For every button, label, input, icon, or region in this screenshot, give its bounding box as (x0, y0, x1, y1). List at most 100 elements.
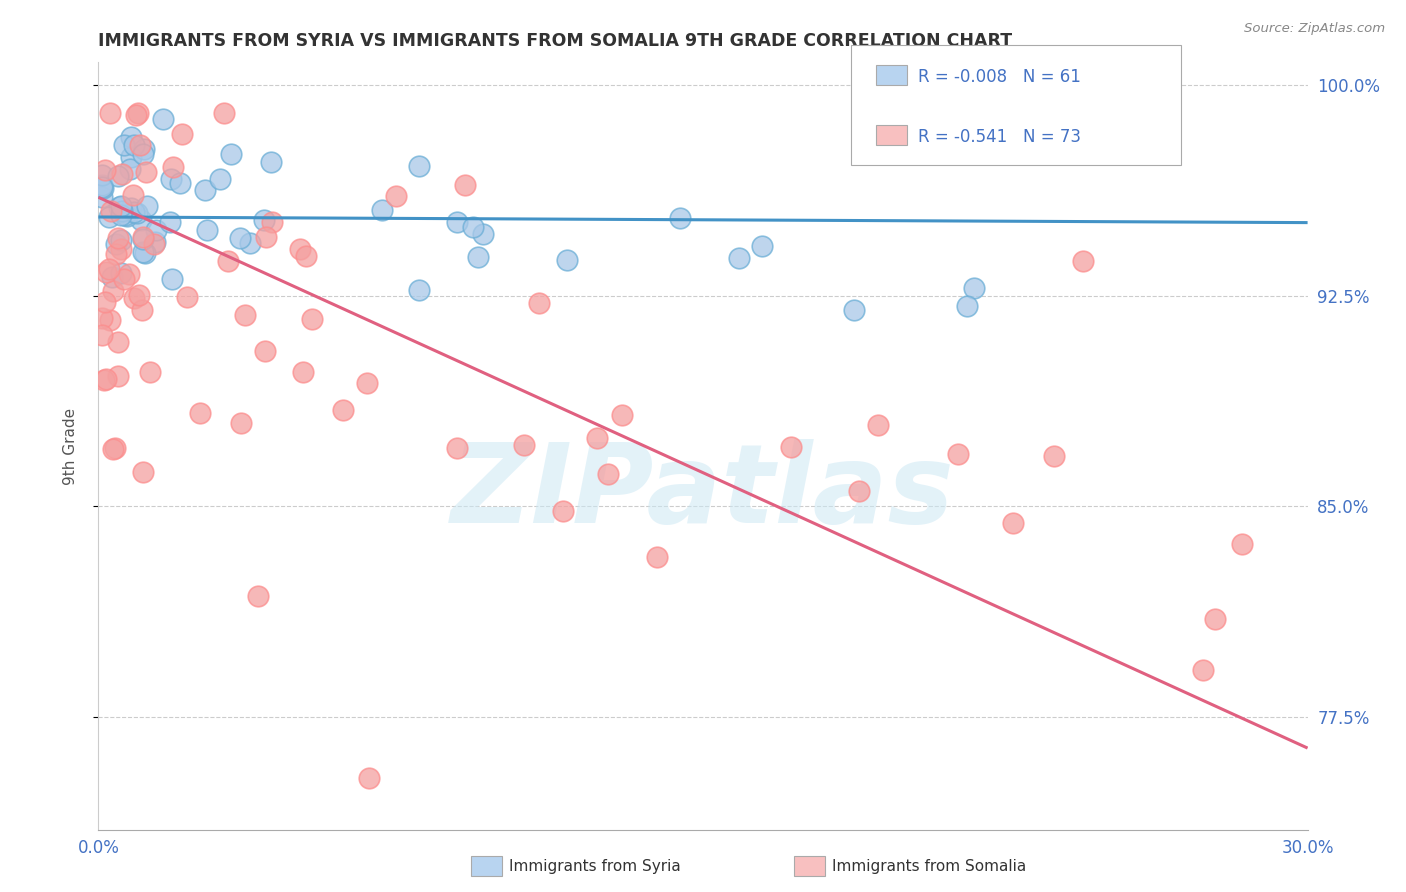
Point (233, 308, 256, 322)
Point (842, 302, 865, 317)
Point (848, 483, 870, 498)
Point (98, 106, 121, 120)
Point (408, 159, 430, 173)
Point (446, 215, 468, 229)
Point (107, 169, 129, 184)
Point (143, 236, 166, 251)
Point (176, 290, 198, 304)
Point (1232, 537, 1254, 551)
Point (97, 210, 120, 224)
Text: ZIPatlas: ZIPatlas (451, 439, 955, 546)
Point (291, 364, 314, 378)
Point (110, 208, 132, 222)
Text: Immigrants from Syria: Immigrants from Syria (509, 859, 681, 873)
Point (125, 108, 148, 122)
Point (159, 214, 181, 228)
Point (159, 172, 181, 186)
Point (131, 232, 153, 246)
Point (253, 213, 276, 227)
Point (194, 183, 217, 197)
Point (467, 250, 489, 264)
Point (217, 254, 239, 268)
Point (513, 438, 536, 452)
Point (152, 112, 174, 126)
Point (107, 231, 129, 245)
Point (97, 262, 120, 277)
Point (555, 252, 578, 267)
Point (136, 199, 159, 213)
Text: Source: ZipAtlas.com: Source: ZipAtlas.com (1244, 22, 1385, 36)
Point (172, 127, 194, 141)
Point (385, 189, 408, 203)
Point (134, 245, 156, 260)
Point (160, 272, 183, 286)
Point (145, 223, 167, 237)
Point (124, 205, 146, 219)
Point (219, 147, 242, 161)
Point (1071, 254, 1094, 268)
Point (169, 177, 191, 191)
Point (112, 271, 135, 285)
Point (122, 291, 145, 305)
Point (1043, 450, 1066, 464)
Point (669, 211, 692, 226)
Point (115, 209, 138, 223)
Point (645, 549, 668, 564)
Point (129, 212, 152, 227)
Point (1204, 612, 1226, 626)
Point (94, 265, 117, 279)
Text: R = -0.008   N = 61: R = -0.008 N = 61 (918, 68, 1081, 86)
Point (332, 402, 354, 417)
Point (290, 242, 312, 256)
Point (208, 172, 231, 186)
Point (260, 155, 283, 169)
Point (127, 106, 149, 120)
Point (471, 227, 494, 241)
Point (453, 178, 475, 193)
Point (128, 138, 150, 153)
Point (91, 178, 114, 192)
Point (295, 249, 318, 263)
Point (110, 233, 132, 247)
Point (110, 243, 132, 257)
Point (780, 440, 803, 454)
Point (118, 161, 141, 176)
Point (751, 238, 773, 252)
Point (91, 168, 114, 182)
Point (527, 296, 550, 310)
Point (131, 229, 153, 244)
Point (111, 167, 134, 181)
Point (231, 416, 253, 430)
Point (138, 365, 160, 379)
Point (132, 142, 155, 156)
Point (110, 266, 132, 280)
Point (91, 179, 114, 194)
Point (586, 431, 609, 445)
Text: IMMIGRANTS FROM SYRIA VS IMMIGRANTS FROM SOMALIA 9TH GRADE CORRELATION CHART: IMMIGRANTS FROM SYRIA VS IMMIGRANTS FROM… (98, 32, 1012, 50)
Point (120, 201, 142, 215)
Point (356, 376, 378, 391)
Point (104, 236, 127, 251)
Point (91, 181, 114, 195)
Point (212, 106, 235, 120)
Point (108, 200, 131, 214)
Point (91, 190, 114, 204)
Point (946, 447, 969, 461)
Point (128, 288, 150, 302)
Point (131, 302, 153, 317)
Point (247, 589, 270, 603)
Point (195, 223, 218, 237)
Point (118, 267, 141, 281)
Point (100, 312, 122, 326)
Point (132, 147, 155, 161)
Point (96, 372, 118, 386)
Point (132, 244, 155, 259)
Point (110, 199, 132, 213)
Point (254, 344, 277, 359)
Point (727, 252, 749, 266)
Point (122, 138, 145, 153)
Point (127, 206, 149, 220)
Point (114, 208, 136, 222)
Point (956, 299, 979, 313)
Point (103, 284, 125, 298)
